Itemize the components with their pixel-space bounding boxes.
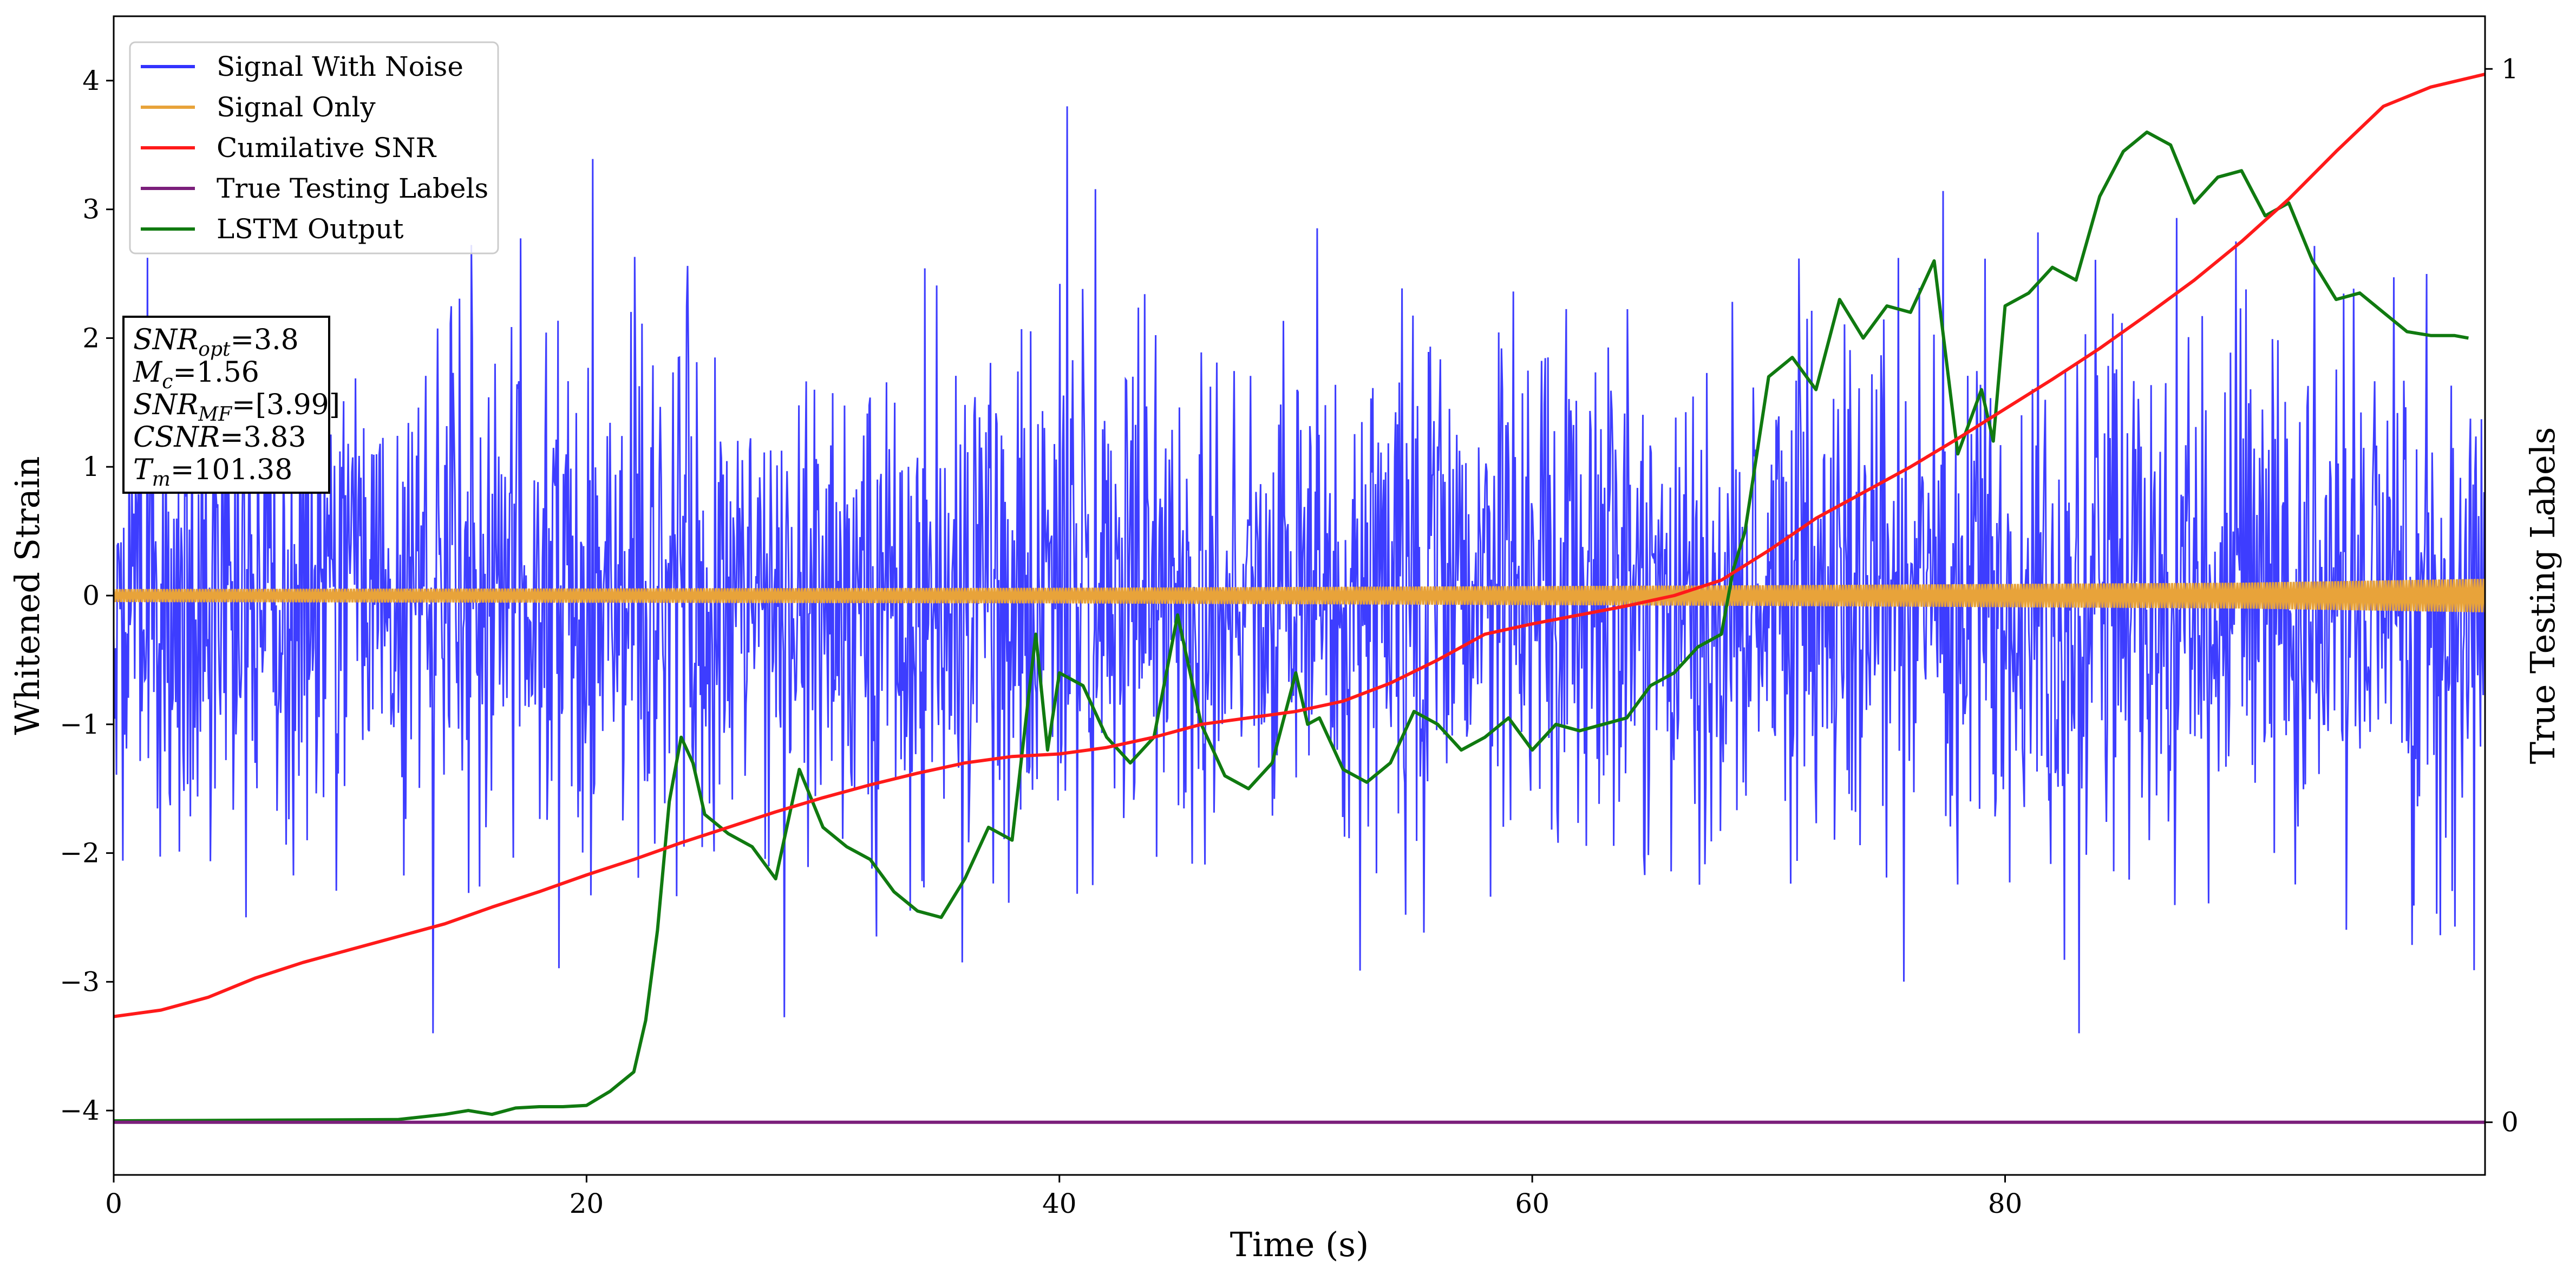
x-tick-label: 20 (570, 1188, 604, 1219)
legend: Signal With Noise Signal Only Cumilative S… (129, 41, 499, 254)
annotation-symbol: M (133, 356, 163, 389)
plot-inner (114, 73, 2485, 1124)
y-tick-label: 2 (82, 322, 100, 354)
y-tick-label: −2 (60, 838, 100, 869)
y-tick-label: 0 (82, 580, 100, 611)
x-tick-label: 40 (1042, 1188, 1077, 1219)
legend-label: Cumilative SNR (217, 132, 436, 164)
y-tick-label: 4 (82, 65, 100, 96)
annotation-line: Tm=101.38 (133, 454, 292, 491)
legend-label: Signal Only (217, 92, 376, 123)
series-line-lstm-output (114, 130, 2469, 1123)
y-tick-label: −3 (60, 966, 100, 997)
legend-label: LSTM Output (217, 213, 403, 245)
annotation-value: =3.8 (230, 324, 298, 356)
x-tick-label: 60 (1515, 1188, 1549, 1219)
annotation-subscript: c (162, 371, 173, 393)
annotation-symbol: SNR (133, 324, 198, 356)
annotation-line: Mc=1.56 (133, 356, 259, 393)
annotation-value: =[3.99] (232, 389, 340, 421)
annotation-symbol: SNR (133, 389, 198, 421)
annotation-value: =1.56 (173, 356, 259, 389)
annotation-line: SNRMF=[3.99] (133, 389, 340, 426)
y2-tick-label: 0 (2501, 1107, 2519, 1138)
y-axis-label: Whitened Strain (8, 456, 47, 735)
annotation-line: SNRopt=3.8 (133, 324, 299, 361)
y-tick-label: −1 (60, 709, 100, 740)
series-line-signal-only (114, 579, 2485, 612)
series-line-cumilative-snr (114, 73, 2485, 1018)
plot-area (114, 73, 2485, 1124)
y2-tick-label: 1 (2501, 53, 2519, 84)
annotation-subscript: opt (198, 338, 231, 361)
legend-label: Signal With Noise (217, 51, 463, 82)
annotation-symbol: CSNR (133, 421, 220, 454)
y2-axis-label: True Testing Labels (2523, 427, 2562, 765)
annotation-box (122, 316, 330, 494)
annotation-symbol: T (133, 454, 154, 486)
legend-box (129, 41, 499, 254)
annotation-line: CSNR=3.83 (133, 421, 306, 454)
y-tick-label: −4 (60, 1095, 100, 1126)
x-tick-label: 80 (1988, 1188, 2023, 1219)
x-axis-label: Time (s) (1230, 1225, 1369, 1264)
legend-label: True Testing Labels (217, 173, 488, 204)
y-tick-label: 1 (82, 451, 100, 482)
x-tick-label: 0 (105, 1188, 122, 1219)
parameter-annotation: SNRopt=3.8Mc=1.56SNRMF=[3.99]CSNR=3.83Tm… (122, 316, 340, 494)
annotation-subscript: MF (198, 403, 233, 426)
y-tick-label: 3 (82, 194, 100, 225)
annotation-value: =3.83 (220, 421, 306, 454)
annotation-subscript: m (152, 468, 171, 491)
annotation-value: =101.38 (171, 454, 293, 486)
